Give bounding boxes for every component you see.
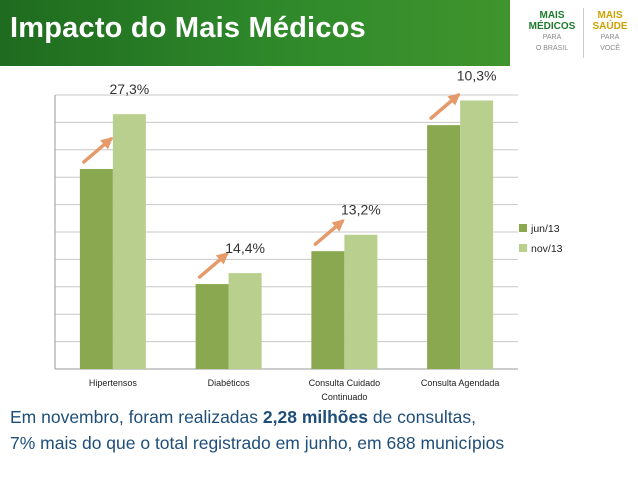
footer-line1: Em novembro, foram realizadas 2,28 milhõ… xyxy=(10,404,504,430)
category-label: Consulta Agendada xyxy=(421,378,500,388)
logo-left-line2: MÉDICOS xyxy=(528,21,576,32)
footer-line1-post: de consultas, xyxy=(367,407,476,427)
bar-jun-13 xyxy=(79,168,113,369)
logo-left-line3: PARA xyxy=(542,34,562,41)
bar-jun-13 xyxy=(311,251,345,369)
footer-text: Em novembro, foram realizadas 2,28 milhõ… xyxy=(10,404,504,456)
data-label: 27,3% xyxy=(110,81,150,97)
logo-divider xyxy=(583,8,584,58)
data-label: 14,4% xyxy=(225,240,265,256)
bar-nov-13 xyxy=(112,114,146,370)
bar-nov-13 xyxy=(460,100,494,370)
bar-jun-13 xyxy=(195,284,229,369)
legend-label: jun/13 xyxy=(530,223,560,235)
logo-right-line4: VOCÊ xyxy=(600,45,620,52)
bar-nov-13 xyxy=(344,234,378,369)
growth-arrow-head xyxy=(100,137,114,150)
bar-chart: 27,3% Hipertensos 14,4% Diabéticos 13,2% Cons… xyxy=(54,67,563,402)
legend-swatch xyxy=(519,244,527,252)
growth-arrow-head xyxy=(331,219,345,232)
category-label: Consulta Cuidado xyxy=(309,378,381,388)
header-bar: Impacto do Mais Médicos MAIS MÉDICOS PAR… xyxy=(0,0,638,66)
page-title: Impacto do Mais Médicos xyxy=(10,12,366,44)
mais-saude-logo: MAIS SAÚDE PARA VOCÊ xyxy=(588,10,632,54)
bar-jun-13 xyxy=(427,125,461,369)
logo-right-line3: PARA xyxy=(600,34,620,41)
bar-nov-13 xyxy=(228,273,262,369)
logo-left-line4: O BRASIL xyxy=(535,45,569,52)
data-label: 10,3% xyxy=(457,67,497,83)
data-label: 13,2% xyxy=(341,202,381,218)
growth-arrow-head xyxy=(447,93,461,106)
legend-label: nov/13 xyxy=(531,243,563,255)
category-label: Diabéticos xyxy=(208,378,251,388)
logo-right-line2: SAÚDE xyxy=(592,21,628,32)
logo-panel: MAIS MÉDICOS PARA O BRASIL MAIS SAÚDE PA… xyxy=(510,0,638,66)
legend-swatch xyxy=(519,224,527,232)
footer-line2: 7% mais do que o total registrado em jun… xyxy=(10,433,505,453)
logo-right-line1: MAIS xyxy=(597,10,623,21)
category-label: Hipertensos xyxy=(89,378,138,388)
mais-medicos-logo: MAIS MÉDICOS PARA O BRASIL xyxy=(524,10,580,54)
category-label: Continuado xyxy=(321,392,367,402)
logo-left-line1: MAIS xyxy=(539,10,565,21)
footer-line1-pre: Em novembro, foram realizadas xyxy=(10,407,263,427)
growth-arrow-head xyxy=(215,252,229,265)
footer-line1-bold: 2,28 milhões xyxy=(262,407,368,427)
